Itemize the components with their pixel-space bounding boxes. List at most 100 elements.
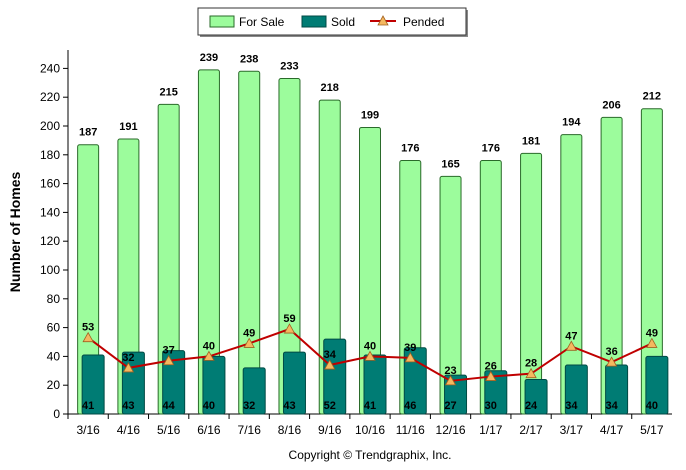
- y-axis-label: Number of Homes: [7, 172, 23, 293]
- for-sale-value-label: 215: [159, 86, 177, 98]
- sold-value-label: 44: [163, 400, 176, 412]
- for-sale-value-label: 194: [562, 117, 581, 129]
- pended-marker: [364, 350, 376, 361]
- x-tick-label: 8/16: [278, 423, 302, 437]
- pended-marker: [82, 331, 94, 343]
- legend-box: [197, 7, 467, 36]
- pended-marker: [525, 367, 537, 379]
- sold-bar: [524, 378, 548, 415]
- pended-marker: [162, 354, 175, 366]
- pended-value-label: 40: [364, 340, 376, 352]
- pended-value-label: 47: [565, 330, 577, 342]
- pended-value-label: 32: [122, 352, 134, 364]
- for-sale-value-label: 212: [643, 91, 661, 103]
- sold-value-label: 27: [444, 400, 456, 412]
- for-sale-value-label: 239: [200, 52, 218, 64]
- x-tick-label: 9/16: [318, 423, 342, 437]
- for-sale-value-label: 191: [119, 121, 137, 133]
- legend-pended-label: Pended: [403, 15, 444, 29]
- y-tick-label: 120: [40, 234, 60, 248]
- pended-value-label: 59: [283, 313, 295, 325]
- for-sale-value-label: 199: [361, 109, 379, 121]
- x-tick-label: 12/16: [436, 423, 466, 437]
- y-tick-label: 220: [40, 90, 60, 104]
- pended-marker: [122, 362, 135, 373]
- bars: [77, 69, 669, 415]
- for-sale-value-label: 176: [482, 143, 500, 155]
- sold-value-label: 24: [525, 400, 538, 412]
- for-sale-value-label: 233: [280, 60, 298, 72]
- pended-value-label: 34: [324, 349, 337, 361]
- x-tick-label: 1/17: [479, 423, 503, 437]
- sold-value-label: 46: [404, 400, 416, 412]
- pended-value-label: 36: [605, 346, 617, 358]
- pended-value-label: 28: [525, 358, 537, 370]
- for-sale-bar: [238, 70, 261, 415]
- sold-bar: [323, 338, 347, 415]
- legend: For Sale Sold Pended: [197, 7, 468, 37]
- sold-value-label: 52: [324, 400, 336, 412]
- sold-bar: [564, 364, 588, 415]
- copyright-text: Copyright © Trendgraphix, Inc.: [289, 448, 452, 462]
- sold-bar: [645, 355, 669, 415]
- pended-marker: [404, 352, 416, 363]
- y-tick-label: 40: [47, 349, 61, 363]
- y-tick-label: 200: [40, 119, 60, 133]
- x-tick-label: 11/16: [396, 423, 425, 437]
- legend-sold-label: Sold: [331, 15, 355, 29]
- legend-for-sale-swatch: [209, 15, 235, 28]
- sold-value-label: 43: [283, 400, 295, 412]
- y-tick-label: 60: [47, 321, 61, 335]
- sold-bar: [363, 354, 387, 415]
- sold-bar: [162, 350, 186, 415]
- x-tick-label: 6/16: [197, 423, 221, 437]
- pended-marker: [203, 350, 215, 361]
- x-tick-label: 3/17: [560, 423, 584, 437]
- pended-value-label: 40: [203, 340, 215, 352]
- for-sale-value-label: 165: [441, 158, 459, 170]
- for-sale-value-label: 187: [79, 127, 97, 139]
- y-tick-label: 80: [47, 292, 61, 306]
- sold-value-label: 41: [364, 400, 376, 412]
- pended-value-label: 53: [82, 322, 94, 334]
- sold-bar: [282, 351, 306, 415]
- y-tick-label: 0: [53, 407, 60, 421]
- for-sale-value-label: 238: [240, 53, 258, 65]
- y-tick-label: 180: [40, 148, 60, 162]
- pended-value-label: 23: [444, 365, 456, 377]
- y-tick-label: 20: [47, 378, 61, 392]
- sold-value-label: 34: [565, 400, 578, 412]
- x-tick-label: 4/16: [117, 423, 141, 437]
- for-sale-value-label: 218: [321, 82, 339, 94]
- pended-marker: [444, 375, 457, 386]
- pended-value-label: 26: [485, 361, 497, 373]
- pended-line: [82, 323, 658, 386]
- sold-value-label: 34: [605, 400, 618, 412]
- pended-value-label: 49: [646, 327, 658, 339]
- for-sale-value-label: 206: [602, 99, 620, 111]
- sold-value-label: 30: [485, 400, 497, 412]
- sold-value-label: 41: [82, 400, 94, 412]
- y-tick-label: 240: [40, 61, 60, 75]
- sold-value-label: 40: [646, 400, 658, 412]
- y-tick-label: 100: [40, 263, 60, 277]
- pended-marker: [243, 337, 255, 348]
- legend-sold-swatch: [301, 15, 327, 28]
- pended-value-label: 37: [163, 345, 175, 357]
- x-tick-label: 4/17: [600, 423, 624, 437]
- data-labels: 187 53 41 191 32 43 215 37 44 239 40 40 238 49 32 233 59…: [79, 52, 661, 412]
- legend-for-sale-label: For Sale: [239, 15, 285, 29]
- sold-value-label: 43: [122, 400, 134, 412]
- pended-marker: [283, 323, 296, 334]
- sold-bar: [242, 367, 266, 415]
- axes: 0 20 40 60 80 100 120 140 160 180 200 220 240 3/16 4/1…: [40, 50, 672, 437]
- y-tick-label: 140: [40, 205, 60, 219]
- y-tick-label: 160: [40, 177, 60, 191]
- x-tick-label: 5/17: [640, 423, 664, 437]
- for-sale-value-label: 181: [522, 135, 540, 147]
- sold-bar: [605, 364, 629, 415]
- pended-value-label: 39: [404, 342, 416, 354]
- pended-marker: [605, 356, 618, 367]
- x-tick-label: 10/16: [355, 423, 385, 437]
